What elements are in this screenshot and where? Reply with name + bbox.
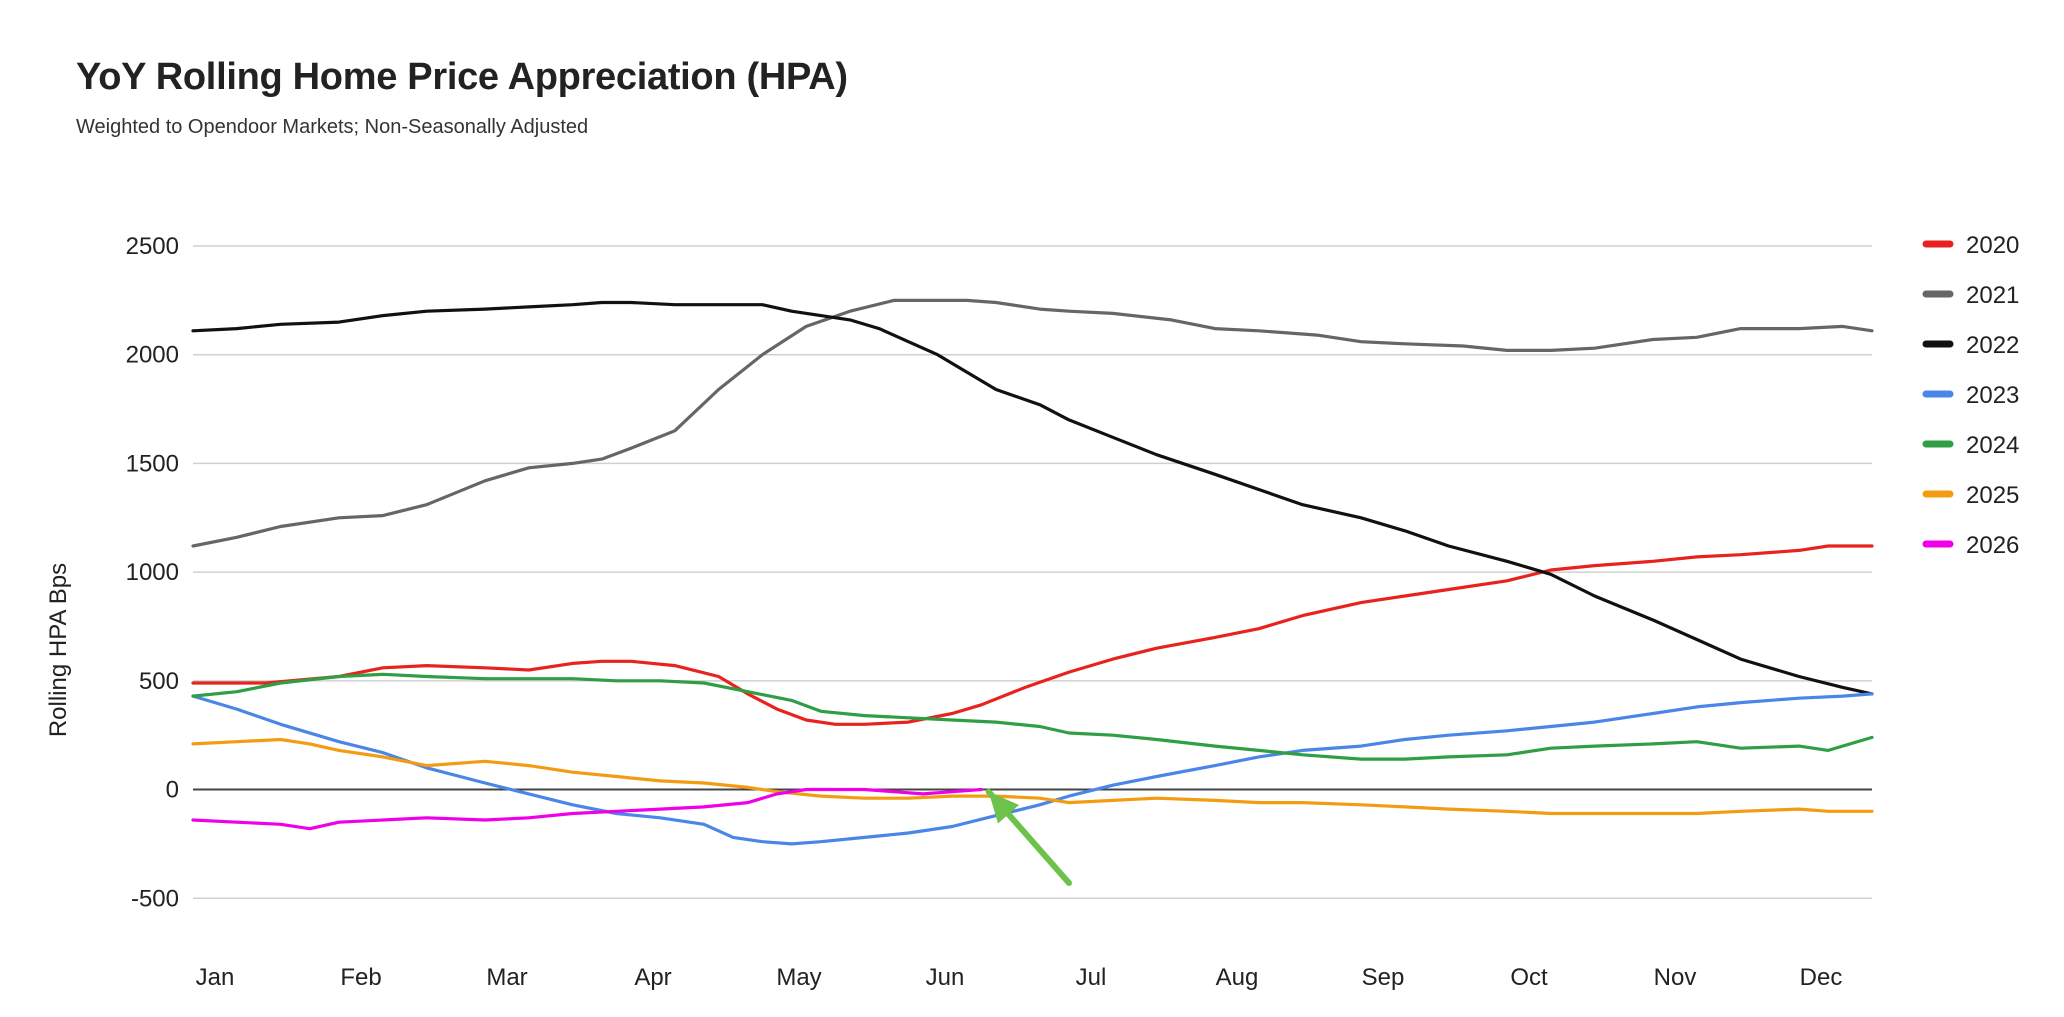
legend-label-2025: 2025 (1966, 482, 2019, 509)
x-tick-label: Jan (196, 964, 235, 991)
series-line-2021 (191, 298, 1874, 548)
x-tick-label: Jul (1076, 964, 1107, 991)
x-tick-label: Feb (340, 964, 381, 991)
y-tick-label: 1000 (126, 559, 179, 586)
series-line-2026 (191, 787, 984, 831)
chart-title: YoY Rolling Home Price Appreciation (HPA… (76, 56, 848, 98)
annotation-arrow-head (988, 791, 1020, 824)
x-tick-label: Sep (1362, 964, 1405, 991)
x-tick-label: Jun (926, 964, 965, 991)
grid-lines (193, 245, 1872, 900)
series-line-2023 (191, 692, 1874, 846)
y-tick-label: 2500 (126, 233, 179, 260)
x-tick-label: Nov (1654, 964, 1697, 991)
x-axis-ticks: Jan Feb Mar Apr May Jun Jul Aug Sep Oct Nov Dec (196, 964, 1843, 991)
x-tick-label: Aug (1216, 964, 1259, 991)
series-line-2024 (191, 672, 1874, 761)
legend-label-2024: 2024 (1966, 432, 2019, 459)
series-line-2022 (191, 300, 1874, 696)
x-tick-label: Mar (486, 964, 527, 991)
y-axis-label: Rolling HPA Bps (45, 563, 72, 737)
y-axis-ticks: 2500 2000 1500 1000 500 0 -500 (126, 233, 179, 912)
y-tick-label: 0 (166, 777, 179, 804)
y-tick-label: 2000 (126, 342, 179, 369)
x-tick-label: Oct (1510, 964, 1548, 991)
series-lines (191, 298, 1874, 846)
legend: 2020 2021 2022 2023 2024 2025 2026 (1922, 232, 2019, 559)
y-tick-label: -500 (131, 885, 179, 912)
series-line-2025 (191, 737, 1874, 816)
y-tick-label: 1500 (126, 450, 179, 477)
x-tick-label: Dec (1800, 964, 1843, 991)
legend-label-2022: 2022 (1966, 332, 2019, 359)
legend-label-2021: 2021 (1966, 282, 2019, 309)
annotations (985, 788, 1072, 887)
chart-subtitle: Weighted to Opendoor Markets; Non-Season… (76, 116, 589, 138)
x-tick-label: Apr (634, 964, 671, 991)
y-tick-label: 500 (139, 668, 179, 695)
x-tick-label: May (776, 964, 821, 991)
series-line-2020 (191, 544, 1874, 726)
legend-label-2020: 2020 (1966, 232, 2019, 259)
legend-label-2023: 2023 (1966, 382, 2019, 409)
legend-label-2026: 2026 (1966, 532, 2019, 559)
